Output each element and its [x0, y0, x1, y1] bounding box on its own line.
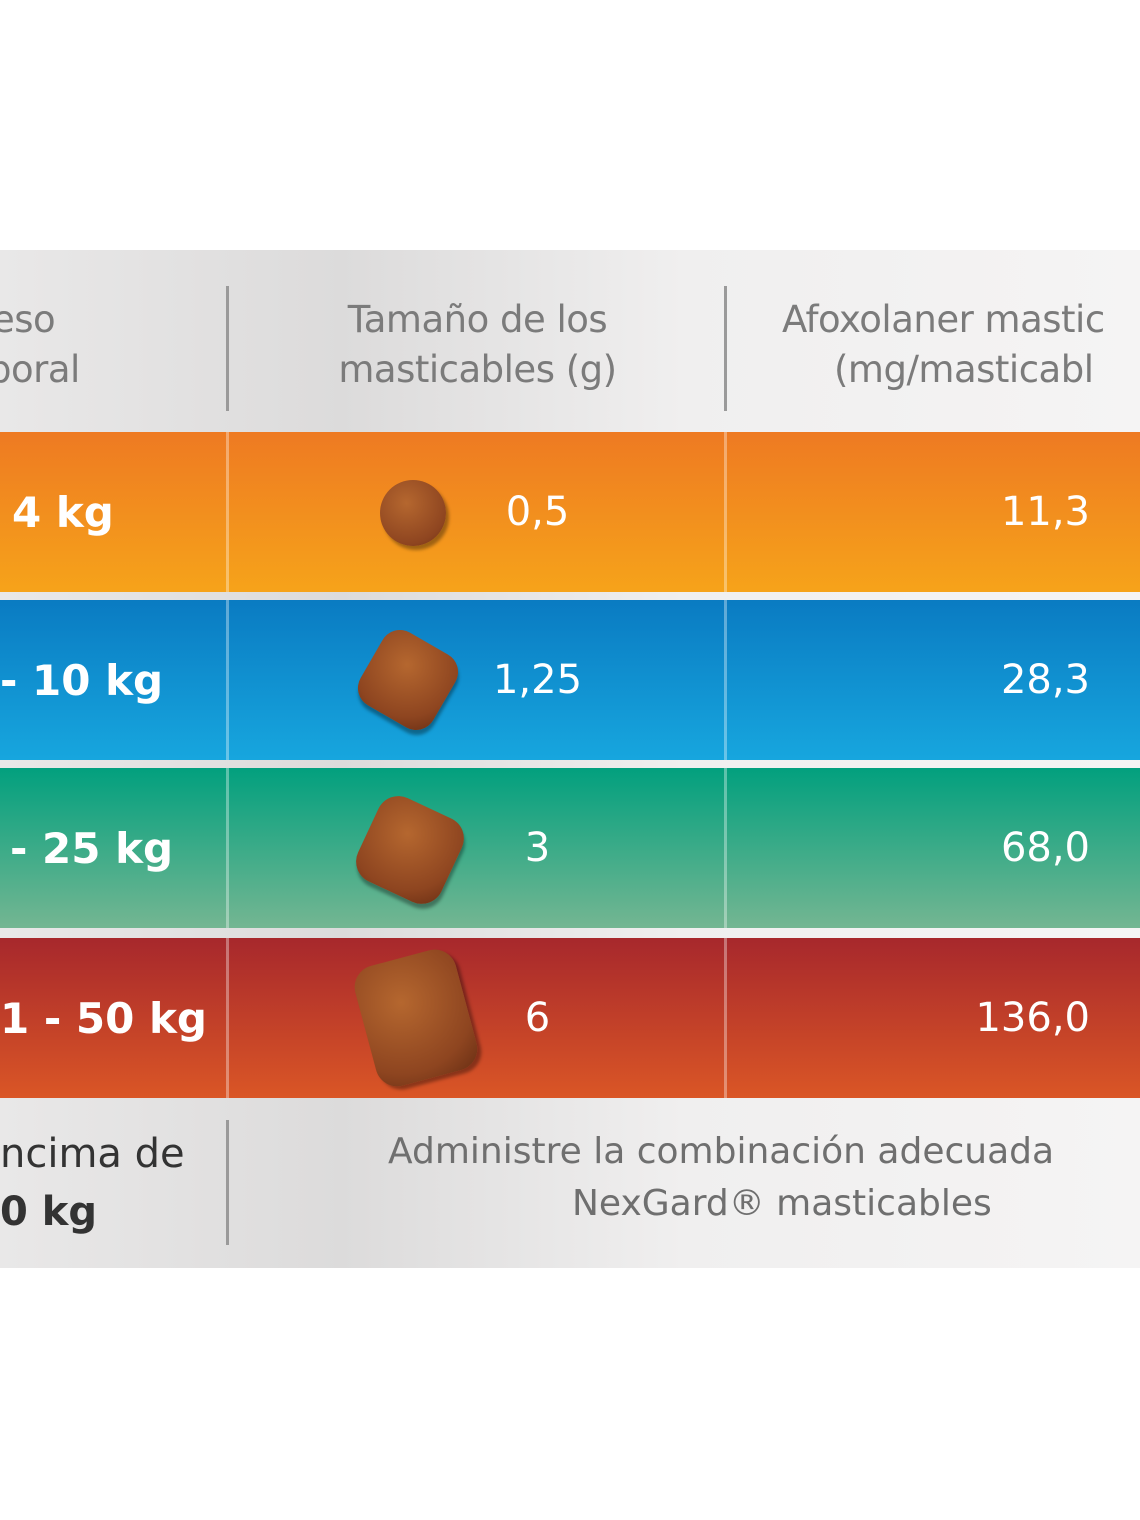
- chew-size: 0,5: [505, 489, 570, 535]
- header-weight: eso poral: [0, 295, 220, 395]
- chewable-tablet-icon: [380, 480, 446, 546]
- table-header: eso poral Tamaño de los masticables (g) …: [0, 250, 1140, 432]
- footer-note: Administre la combinación adecuada NexGa…: [388, 1126, 1140, 1230]
- divider: [724, 938, 727, 1098]
- header-chew-size-line2: masticables (g): [338, 348, 617, 391]
- weight-range: 1 - 50 kg: [0, 993, 207, 1043]
- footer-weight: ncima de 0 kg: [0, 1125, 185, 1241]
- divider: [724, 432, 727, 592]
- weight-range: 4 kg: [12, 487, 114, 537]
- table-row: 4 kg 0,5 11,3: [0, 432, 1140, 592]
- header-chew-size: Tamaño de los masticables (g): [230, 295, 725, 395]
- divider: [724, 286, 727, 411]
- afoxolaner-dose: 136,0: [975, 995, 1090, 1041]
- table-footer: ncima de 0 kg Administre la combinación …: [0, 1100, 1140, 1268]
- divider: [226, 1120, 229, 1245]
- table-row: - 25 kg 3 68,0: [0, 768, 1140, 928]
- divider: [724, 768, 727, 928]
- footer-note-line1: Administre la combinación adecuada: [388, 1131, 1055, 1172]
- table-row: - 10 kg 1,25 28,3: [0, 600, 1140, 760]
- chew-size: 1,25: [492, 657, 583, 703]
- dosage-table: eso poral Tamaño de los masticables (g) …: [0, 250, 1140, 1268]
- weight-range: - 10 kg: [0, 655, 164, 705]
- header-afoxolaner: Afoxolaner mastic (mg/masticabl: [782, 295, 1140, 395]
- weight-range: - 25 kg: [10, 823, 174, 873]
- afoxolaner-dose: 28,3: [1000, 657, 1090, 703]
- afoxolaner-dose: 68,0: [1000, 825, 1090, 871]
- divider: [724, 600, 727, 760]
- divider: [226, 600, 229, 760]
- divider: [226, 768, 229, 928]
- footer-weight-line1: ncima de: [0, 1131, 185, 1177]
- chew-size: 3: [524, 825, 551, 871]
- afoxolaner-dose: 11,3: [1000, 489, 1090, 535]
- chewable-tablet-icon: [350, 622, 466, 738]
- table-row: 1 - 50 kg 6 136,0: [0, 938, 1140, 1098]
- header-weight-line2: poral: [0, 348, 80, 391]
- footer-weight-line2: 0 kg: [0, 1189, 97, 1235]
- divider: [226, 432, 229, 592]
- header-afoxolaner-line2: (mg/masticabl: [834, 348, 1094, 391]
- chewable-tablet-icon: [349, 944, 483, 1092]
- chewable-tablet-icon: [348, 788, 472, 912]
- divider: [226, 938, 229, 1098]
- header-afoxolaner-line1: Afoxolaner mastic: [782, 298, 1105, 341]
- footer-note-line2: NexGard® masticables: [572, 1183, 992, 1224]
- header-chew-size-line1: Tamaño de los: [347, 298, 608, 341]
- header-weight-line1: eso: [0, 298, 56, 341]
- divider: [226, 286, 229, 411]
- chew-size: 6: [524, 995, 551, 1041]
